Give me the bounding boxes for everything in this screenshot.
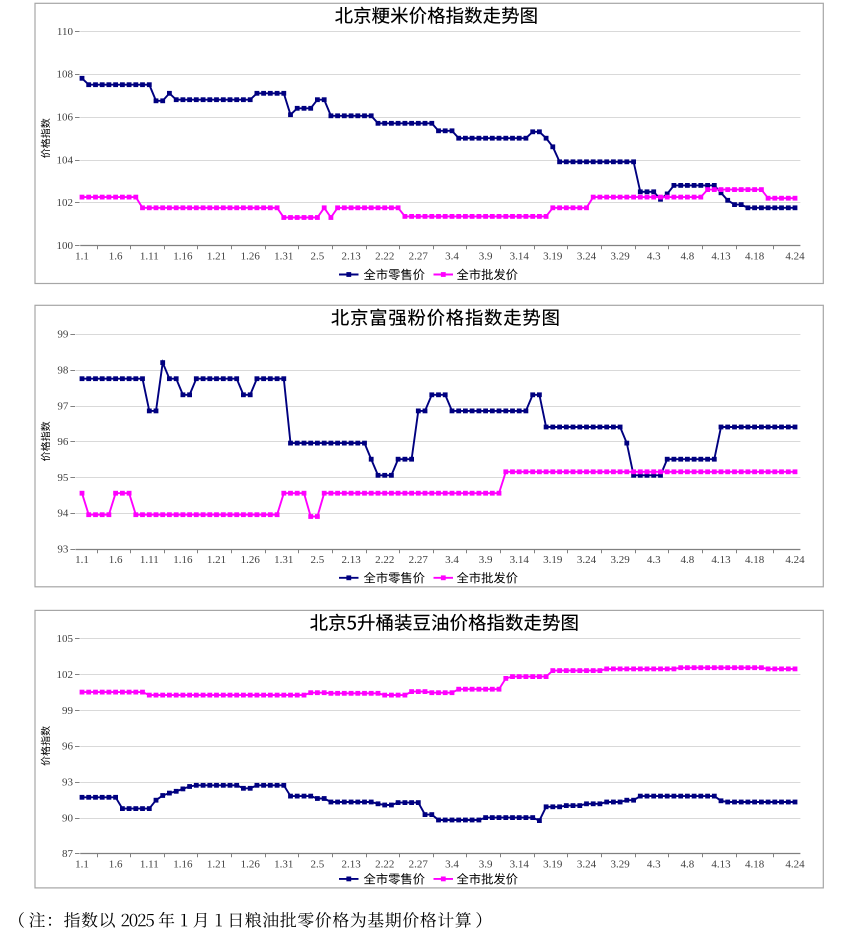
svg-text:1.21: 1.21: [207, 554, 226, 566]
svg-text:2.22: 2.22: [375, 859, 394, 871]
svg-text:1.16: 1.16: [173, 554, 193, 566]
svg-text:1.31: 1.31: [274, 251, 293, 263]
svg-text:1.26: 1.26: [241, 859, 261, 871]
svg-text:87: 87: [62, 848, 74, 860]
svg-text:4.3: 4.3: [647, 554, 661, 566]
svg-text:3.9: 3.9: [479, 554, 493, 566]
svg-text:100: 100: [57, 240, 74, 252]
svg-text:96: 96: [62, 741, 74, 753]
svg-text:4.8: 4.8: [681, 859, 695, 871]
svg-text:3.19: 3.19: [543, 859, 563, 871]
svg-text:105: 105: [57, 633, 74, 645]
svg-text:1.21: 1.21: [207, 859, 226, 871]
svg-text:3.14: 3.14: [510, 251, 530, 263]
svg-text:1.16: 1.16: [173, 859, 193, 871]
svg-text:1.11: 1.11: [140, 554, 159, 566]
svg-text:90: 90: [62, 812, 74, 824]
svg-text:2.13: 2.13: [341, 554, 361, 566]
svg-text:4.13: 4.13: [711, 554, 731, 566]
svg-text:2.5: 2.5: [311, 554, 325, 566]
svg-text:2.27: 2.27: [409, 554, 429, 566]
svg-text:4.24: 4.24: [785, 554, 805, 566]
svg-text:99: 99: [62, 705, 74, 717]
svg-text:4.24: 4.24: [785, 859, 805, 871]
svg-text:1.1: 1.1: [75, 859, 89, 871]
svg-text:3.29: 3.29: [610, 251, 630, 263]
svg-text:99: 99: [57, 329, 69, 341]
svg-text:1.6: 1.6: [109, 251, 123, 263]
svg-text:3.9: 3.9: [479, 251, 493, 263]
svg-text:3.24: 3.24: [577, 859, 597, 871]
svg-text:2.5: 2.5: [311, 859, 325, 871]
svg-text:3.9: 3.9: [479, 859, 493, 871]
svg-text:96: 96: [57, 436, 69, 448]
svg-text:95: 95: [57, 472, 69, 484]
svg-text:2.5: 2.5: [311, 251, 325, 263]
svg-text:1.26: 1.26: [241, 251, 261, 263]
svg-text:104: 104: [57, 154, 74, 166]
svg-text:94: 94: [57, 508, 69, 520]
svg-text:3.19: 3.19: [543, 251, 563, 263]
svg-text:3.29: 3.29: [610, 554, 630, 566]
svg-text:3.24: 3.24: [577, 554, 597, 566]
svg-text:3.4: 3.4: [445, 554, 459, 566]
svg-text:98: 98: [57, 365, 69, 377]
svg-text:1.31: 1.31: [274, 859, 293, 871]
svg-text:102: 102: [57, 669, 74, 681]
svg-text:1.6: 1.6: [109, 859, 123, 871]
svg-text:1.11: 1.11: [140, 251, 159, 263]
svg-text:2.13: 2.13: [341, 859, 361, 871]
svg-text:1.31: 1.31: [274, 554, 293, 566]
svg-text:93: 93: [57, 543, 69, 555]
svg-text:4.24: 4.24: [785, 251, 805, 263]
svg-text:2.27: 2.27: [409, 251, 429, 263]
svg-text:110: 110: [57, 26, 74, 38]
svg-text:108: 108: [57, 69, 74, 81]
svg-text:106: 106: [57, 112, 74, 124]
svg-text:3.4: 3.4: [445, 859, 459, 871]
svg-text:3.4: 3.4: [445, 251, 459, 263]
svg-text:4.13: 4.13: [711, 859, 731, 871]
svg-text:4.8: 4.8: [681, 251, 695, 263]
svg-text:102: 102: [57, 197, 74, 209]
svg-text:4.3: 4.3: [647, 859, 661, 871]
svg-text:4.18: 4.18: [745, 859, 765, 871]
svg-text:3.19: 3.19: [543, 554, 563, 566]
svg-text:1.11: 1.11: [140, 859, 159, 871]
svg-text:4.3: 4.3: [647, 251, 661, 263]
svg-text:1.21: 1.21: [207, 251, 226, 263]
svg-text:4.13: 4.13: [711, 251, 731, 263]
svg-text:3.14: 3.14: [510, 859, 530, 871]
svg-text:3.14: 3.14: [510, 554, 530, 566]
svg-text:1.6: 1.6: [109, 554, 123, 566]
svg-text:2.27: 2.27: [409, 859, 429, 871]
svg-text:1.1: 1.1: [75, 251, 89, 263]
svg-text:4.18: 4.18: [745, 554, 765, 566]
svg-text:1.26: 1.26: [241, 554, 261, 566]
svg-text:2.13: 2.13: [341, 251, 361, 263]
svg-text:97: 97: [57, 400, 69, 412]
svg-text:1.16: 1.16: [173, 251, 193, 263]
svg-text:1.1: 1.1: [75, 554, 89, 566]
svg-text:4.18: 4.18: [745, 251, 765, 263]
svg-text:3.29: 3.29: [610, 859, 630, 871]
svg-text:2.22: 2.22: [375, 554, 394, 566]
svg-text:93: 93: [62, 776, 74, 788]
svg-text:3.24: 3.24: [577, 251, 597, 263]
svg-text:4.8: 4.8: [681, 554, 695, 566]
svg-text:2.22: 2.22: [375, 251, 394, 263]
